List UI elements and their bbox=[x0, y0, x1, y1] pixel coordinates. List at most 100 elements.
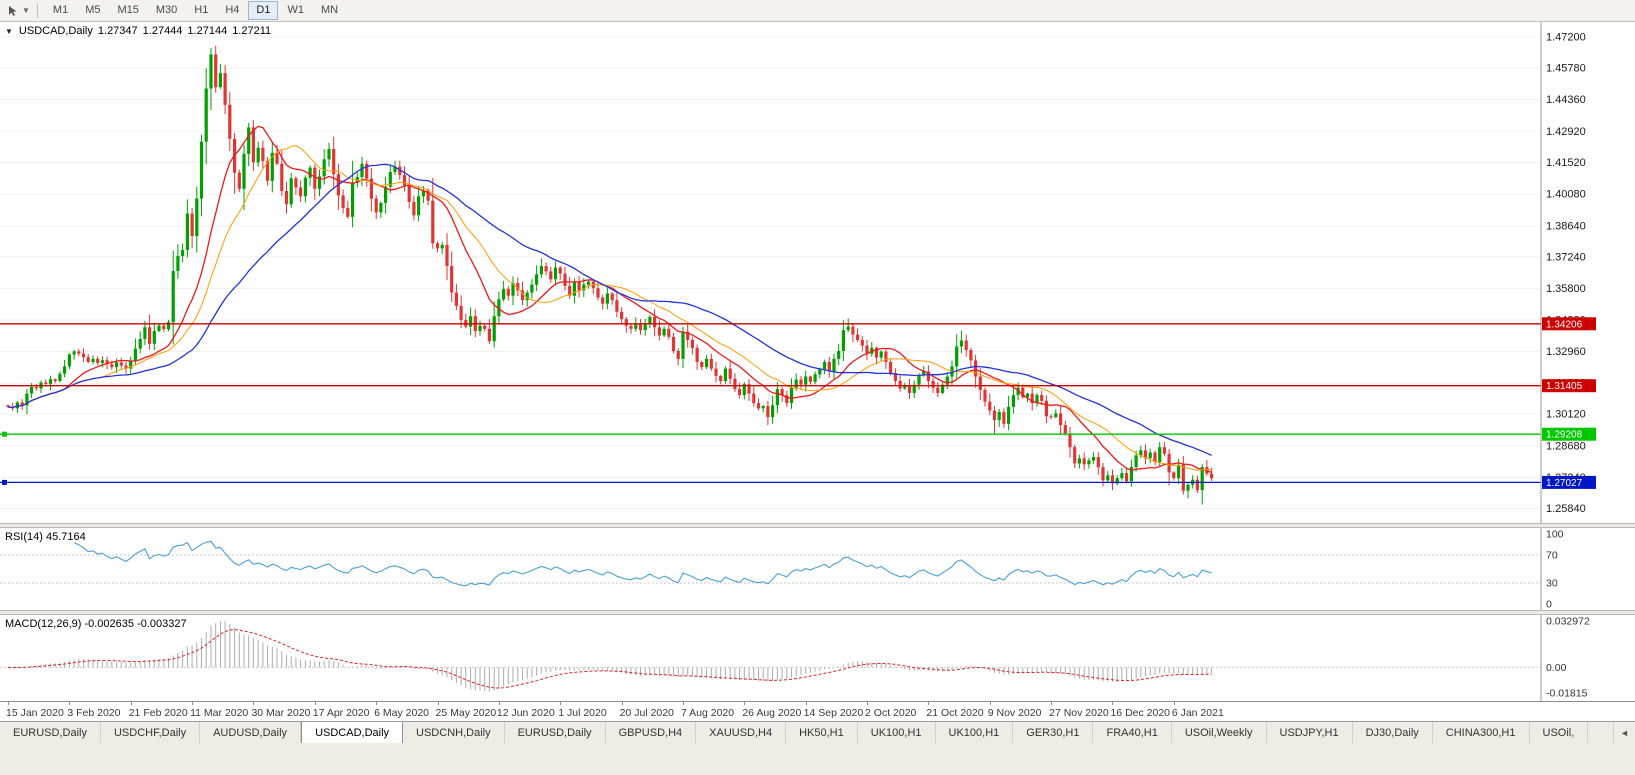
chart-tab-audusd-daily[interactable]: AUDUSD,Daily bbox=[200, 722, 302, 743]
tab-scroll-left-button[interactable]: ◄ bbox=[1613, 722, 1635, 743]
time-axis-label: 12 Jun 2020 bbox=[496, 707, 555, 719]
time-axis-label: 11 Mar 2020 bbox=[190, 707, 249, 719]
time-axis-label: 6 May 2020 bbox=[374, 707, 430, 719]
time-axis-tick bbox=[69, 702, 71, 705]
svg-text:1.44360: 1.44360 bbox=[1546, 94, 1586, 106]
time-axis-tick bbox=[437, 702, 439, 705]
time-axis-label: 21 Oct 2020 bbox=[926, 707, 984, 719]
time-axis-label: 6 Jan 2021 bbox=[1171, 707, 1224, 719]
chart-tab-usdcad-daily[interactable]: USDCAD,Daily bbox=[301, 722, 404, 743]
timeframe-button-d1[interactable]: D1 bbox=[248, 1, 279, 20]
svg-text:70: 70 bbox=[1546, 550, 1558, 562]
time-axis-label: 25 May 2020 bbox=[435, 707, 497, 719]
timeframe-button-w1[interactable]: W1 bbox=[287, 4, 304, 16]
time-axis-tick bbox=[314, 702, 316, 705]
timeframe-button-m1[interactable]: M1 bbox=[52, 4, 69, 16]
time-axis-label: 20 Jul 2020 bbox=[619, 707, 674, 719]
svg-text:0: 0 bbox=[1546, 599, 1552, 611]
top-toolbar: ▼ M1 M5 M15 M30 H1 H4 D1 W1 MN bbox=[0, 0, 1635, 22]
time-axis-label: 14 Sep 2020 bbox=[803, 707, 864, 719]
time-axis-label: 17 Apr 2020 bbox=[312, 707, 370, 719]
chart-tab-eurusd-daily[interactable]: EURUSD,Daily bbox=[505, 722, 606, 743]
timeframe-button-group: M1 M5 M15 M30 H1 H4 D1 W1 MN bbox=[45, 1, 347, 20]
chart-tab-gbpusd-h4[interactable]: GBPUSD,H4 bbox=[606, 722, 697, 743]
time-axis-tick bbox=[744, 702, 746, 705]
chart-tab-fra40-h1[interactable]: FRA40,H1 bbox=[1093, 722, 1172, 743]
cursor-icon bbox=[9, 5, 17, 16]
svg-text:1.47200: 1.47200 bbox=[1546, 31, 1586, 43]
chart-tab-dj30-daily[interactable]: DJ30,Daily bbox=[1353, 722, 1433, 743]
chart-tab-xauusd-h4[interactable]: XAUUSD,H4 bbox=[696, 722, 787, 743]
chart-tab-eurusd-daily[interactable]: EURUSD,Daily bbox=[0, 722, 101, 743]
chart-tab-usdcnh-daily[interactable]: USDCNH,Daily bbox=[403, 722, 505, 743]
svg-text:1.27027: 1.27027 bbox=[1546, 478, 1583, 489]
chart-tab-china300-h1[interactable]: CHINA300,H1 bbox=[1433, 722, 1530, 743]
time-axis-label: 9 Nov 2020 bbox=[987, 707, 1042, 719]
time-axis-tick bbox=[928, 702, 930, 705]
chart-tab-ger30-h1[interactable]: GER30,H1 bbox=[1013, 722, 1094, 743]
time-axis-label: 7 Aug 2020 bbox=[680, 707, 735, 719]
time-axis-label: 15 Jan 2020 bbox=[6, 707, 64, 719]
svg-text:1.25840: 1.25840 bbox=[1546, 503, 1586, 515]
svg-text:1.35800: 1.35800 bbox=[1546, 283, 1586, 295]
time-axis[interactable]: 15 Jan 2020 3 Feb 2020 21 Feb 2020 11 Mar 2… bbox=[0, 701, 1635, 721]
time-axis-label: 21 Feb 2020 bbox=[128, 707, 188, 719]
timeframe-button-m5[interactable]: M5 bbox=[85, 4, 101, 16]
rsi-panel: RSI(14) 45.7164 100 70 30 0 bbox=[0, 528, 1635, 610]
timeframe-button-m30[interactable]: M30 bbox=[155, 4, 178, 16]
main-chart-canvas[interactable]: 1.47200 1.45780 1.44360 1.42920 1.41520 1.400… bbox=[0, 22, 1635, 523]
time-axis-tick bbox=[498, 702, 500, 705]
time-axis-tick bbox=[253, 702, 255, 705]
time-axis-tick bbox=[130, 702, 132, 705]
timeframe-button-h4[interactable]: H4 bbox=[225, 4, 240, 16]
macd-panel: MACD(12,26,9) -0.002635 -0.003327 0.0329… bbox=[0, 615, 1635, 701]
time-axis-tick bbox=[621, 702, 623, 705]
svg-text:1.29208: 1.29208 bbox=[1546, 430, 1583, 441]
time-axis-tick bbox=[1173, 702, 1175, 705]
svg-text:1.32960: 1.32960 bbox=[1546, 346, 1586, 358]
svg-text:1.30120: 1.30120 bbox=[1546, 409, 1586, 421]
chart-tab-uk100-h1[interactable]: UK100,H1 bbox=[936, 722, 1014, 743]
svg-text:1.41520: 1.41520 bbox=[1546, 157, 1586, 169]
time-axis-label: 26 Aug 2020 bbox=[742, 707, 802, 719]
time-axis-label: 27 Nov 2020 bbox=[1049, 707, 1109, 719]
time-axis-tick bbox=[989, 702, 991, 705]
chart-tab-usoil-weekly[interactable]: USOil,Weekly bbox=[1172, 722, 1267, 743]
time-axis-tick bbox=[805, 702, 807, 705]
time-axis-tick bbox=[192, 702, 194, 705]
svg-text:0.00: 0.00 bbox=[1546, 662, 1567, 674]
rsi-canvas[interactable]: 100 70 30 0 bbox=[0, 528, 1635, 610]
time-axis-tick bbox=[376, 702, 378, 705]
time-axis-label: 2 Oct 2020 bbox=[865, 707, 917, 719]
cursor-tool-icon[interactable] bbox=[4, 2, 22, 20]
svg-text:0.032972: 0.032972 bbox=[1546, 616, 1590, 628]
svg-text:1.31405: 1.31405 bbox=[1546, 381, 1583, 392]
svg-text:1.38640: 1.38640 bbox=[1546, 220, 1586, 232]
svg-text:1.34206: 1.34206 bbox=[1546, 319, 1583, 330]
toolbar-separator bbox=[36, 3, 38, 18]
timeframe-button-mn[interactable]: MN bbox=[320, 4, 339, 16]
time-axis-tick bbox=[867, 702, 869, 705]
svg-text:100: 100 bbox=[1546, 529, 1564, 541]
svg-text:30: 30 bbox=[1546, 578, 1558, 590]
chart-tab-usoil[interactable]: USOil, bbox=[1530, 722, 1589, 743]
chart-tab-usdjpy-h1[interactable]: USDJPY,H1 bbox=[1267, 722, 1353, 743]
time-axis-label: 1 Jul 2020 bbox=[558, 707, 607, 719]
svg-text:1.40080: 1.40080 bbox=[1546, 189, 1586, 201]
panel-separator[interactable] bbox=[0, 523, 1635, 528]
timeframe-button-h1[interactable]: H1 bbox=[194, 4, 209, 16]
chart-tab-uk100-h1[interactable]: UK100,H1 bbox=[858, 722, 936, 743]
status-strip bbox=[0, 743, 1635, 775]
time-axis-label: 3 Feb 2020 bbox=[67, 707, 121, 719]
tool-dropdown-icon[interactable]: ▼ bbox=[22, 6, 30, 15]
svg-text:1.28680: 1.28680 bbox=[1546, 440, 1586, 452]
time-axis-tick bbox=[8, 702, 9, 705]
time-axis-tick bbox=[1051, 702, 1053, 705]
panel-separator[interactable] bbox=[0, 610, 1635, 615]
macd-canvas[interactable]: 0.032972 0.00 -0.01815 bbox=[0, 615, 1635, 701]
time-axis-tick bbox=[1112, 702, 1114, 705]
chart-tab-usdchf-daily[interactable]: USDCHF,Daily bbox=[101, 722, 201, 743]
svg-text:-0.01815: -0.01815 bbox=[1546, 688, 1588, 700]
timeframe-button-m15[interactable]: M15 bbox=[117, 4, 139, 16]
chart-tab-hk50-h1[interactable]: HK50,H1 bbox=[786, 722, 858, 743]
